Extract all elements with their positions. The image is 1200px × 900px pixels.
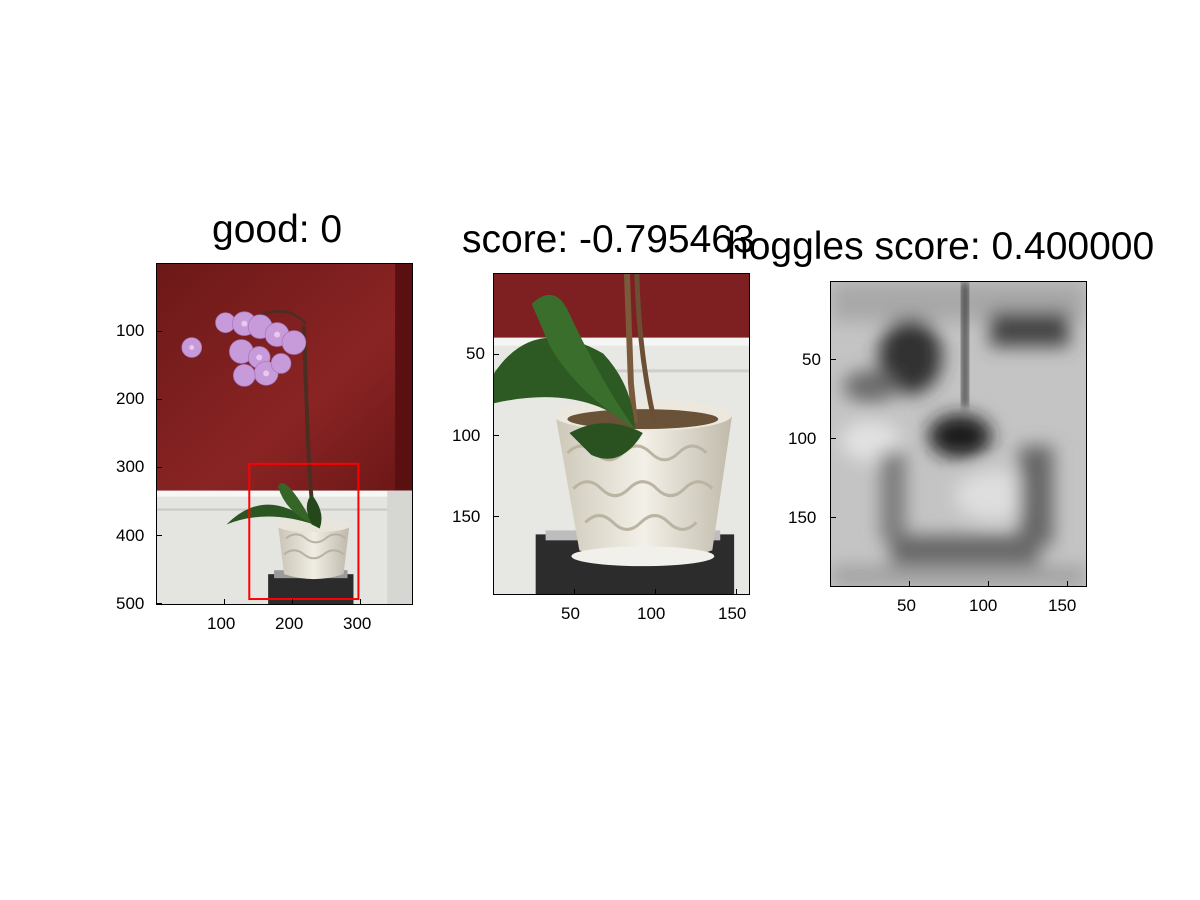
panel3-xtick-50: 50 — [897, 596, 916, 615]
panel1-ytick-500: 500 — [116, 594, 145, 613]
panel2-title: score: -0.795463 — [462, 218, 755, 261]
panel3-title: hoggles score: 0.400000 — [727, 225, 1155, 268]
panel3-ytick-150: 150 — [788, 508, 817, 527]
panel1-xtick-300: 300 — [343, 614, 372, 633]
orchid-crop-photo — [494, 274, 749, 594]
hoggles-grayscale-reconstruction — [831, 282, 1086, 586]
panel1-xtick-100: 100 — [207, 614, 236, 633]
panel2-xtick-50: 50 — [561, 604, 580, 623]
orchid-full-photo — [157, 264, 412, 604]
panel1-ytick-300: 300 — [116, 457, 145, 476]
panel3-ytick-50: 50 — [802, 350, 821, 369]
panel1-ytick-200: 200 — [116, 389, 145, 408]
panel3-ytick-100: 100 — [788, 429, 817, 448]
panel1-ytick-100: 100 — [116, 321, 145, 340]
panel3-axes — [830, 281, 1087, 587]
detection-box — [248, 462, 360, 601]
panel1-ytick-400: 400 — [116, 526, 145, 545]
panel1-xtick-200: 200 — [275, 614, 304, 633]
panel2-xtick-100: 100 — [637, 604, 666, 623]
panel2-ytick-100: 100 — [452, 426, 481, 445]
panel2-ytick-150: 150 — [452, 507, 481, 526]
panel2-xtick-150: 150 — [718, 604, 747, 623]
panel2-ytick-50: 50 — [466, 344, 485, 363]
panel1-axes — [156, 263, 413, 605]
panel3-xtick-100: 100 — [969, 596, 998, 615]
panel3-xtick-150: 150 — [1048, 596, 1077, 615]
panel1-title: good: 0 — [212, 208, 343, 251]
panel2-axes — [493, 273, 750, 595]
